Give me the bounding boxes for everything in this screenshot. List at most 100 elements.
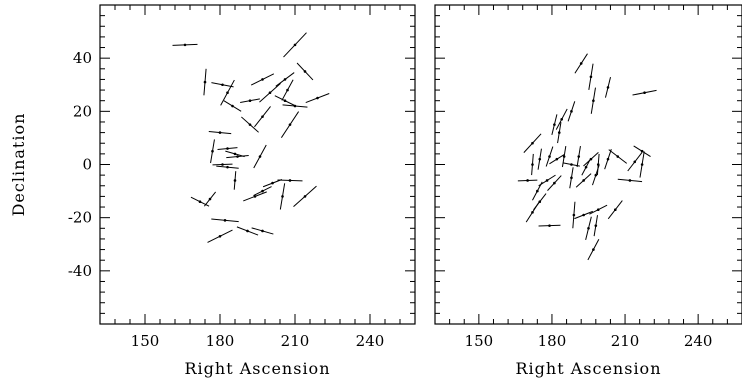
- vector-center-point: [316, 96, 319, 100]
- vector-center-point: [221, 83, 224, 87]
- vector-center-point: [293, 43, 297, 47]
- vector-center-point: [553, 181, 556, 185]
- vector-center-point: [286, 88, 289, 92]
- vector-center-point: [231, 104, 234, 108]
- x-tick-label: 210: [281, 332, 310, 350]
- vector-center-point: [633, 160, 637, 164]
- vector-center-point: [221, 163, 224, 166]
- y-tick-label: 0: [82, 156, 92, 174]
- vector-center-point: [223, 219, 227, 222]
- x-tick-label: 150: [131, 332, 160, 350]
- vector-center-point: [261, 115, 264, 118]
- x-tick-label: 180: [206, 332, 235, 350]
- vector-center-point: [261, 189, 264, 193]
- right-panel-y-ticks: [435, 4, 742, 325]
- vector-center-point: [303, 70, 307, 73]
- vector-center-point: [226, 91, 229, 95]
- left-panel-vectors: [172, 32, 330, 243]
- vector-center-point: [218, 131, 222, 134]
- left-panel: 150 180 210 240 -40 -20 0 20 40 Right Ascension…: [9, 4, 416, 378]
- vector-center-point: [283, 78, 287, 81]
- vector-center-point: [531, 163, 534, 166]
- vector-center-point: [538, 200, 542, 204]
- vector-center-point: [570, 176, 573, 180]
- vector-center-point: [233, 179, 237, 182]
- vector-center-point: [538, 157, 542, 161]
- vector-center-point: [582, 179, 585, 182]
- vector-center-point: [271, 181, 274, 185]
- vector-center-point: [582, 213, 585, 217]
- vector-center-point: [261, 229, 264, 233]
- vector-center-point: [526, 179, 529, 182]
- vector-center-point: [233, 152, 237, 156]
- right-panel-vectors: [517, 53, 657, 261]
- vector-center-point: [640, 163, 644, 166]
- vector-center-point: [579, 62, 583, 65]
- right-panel-frame: [434, 4, 742, 325]
- vector-center-point: [268, 91, 272, 95]
- vector-center-point: [183, 43, 187, 47]
- vector-center-point: [614, 208, 617, 211]
- vector-center-point: [589, 75, 593, 79]
- vector-center-point: [596, 208, 600, 211]
- vector-center-point: [577, 155, 581, 158]
- vector-center-point: [584, 165, 588, 169]
- left-panel-x-axis-label: Right Ascension: [185, 359, 331, 378]
- right-panel-x-ticks: 150 180 210 240: [434, 5, 742, 350]
- vector-center-point: [203, 80, 207, 84]
- vector-center-point: [628, 179, 632, 182]
- vector-center-point: [570, 110, 573, 113]
- vector-center-point: [248, 99, 252, 102]
- vector-center-point: [643, 91, 646, 95]
- y-tick-label: -20: [68, 209, 92, 227]
- vector-center-point: [553, 123, 556, 126]
- vector-center-point: [592, 248, 595, 251]
- right-panel: 150 180 210 240 Right Ascension: [434, 4, 742, 378]
- left-panel-y-ticks: -40 -20 0 20 40: [68, 4, 415, 325]
- vector-center-point: [531, 141, 534, 145]
- x-tick-label: 210: [611, 332, 640, 350]
- vector-center-point: [594, 173, 598, 177]
- vector-center-point: [594, 224, 598, 227]
- vector-center-point: [587, 227, 590, 230]
- vector-center-point: [606, 157, 610, 161]
- vector-center-point: [211, 149, 214, 153]
- y-tick-label: 20: [73, 102, 92, 120]
- vector-center-point: [555, 157, 559, 161]
- vector-center-point: [288, 179, 292, 182]
- vector-center-point: [557, 131, 561, 134]
- vector-center-point: [226, 147, 229, 150]
- x-tick-label: 240: [684, 332, 713, 350]
- y-tick-label: 40: [73, 49, 92, 67]
- vector-center-point: [303, 195, 307, 198]
- vector-center-point: [548, 224, 551, 227]
- vector-center-point: [572, 213, 576, 217]
- vector-center-point: [545, 179, 549, 182]
- vector-center-point: [281, 195, 284, 198]
- vector-center-point: [283, 99, 287, 102]
- left-panel-y-axis-label: Declination: [9, 113, 28, 217]
- vector-center-point: [562, 155, 566, 158]
- x-tick-label: 150: [465, 332, 494, 350]
- vector-center-point: [248, 123, 252, 126]
- vector-center-point: [548, 155, 551, 158]
- left-panel-frame: [99, 4, 416, 325]
- left-panel-x-ticks: 150 180 210 240: [99, 5, 416, 350]
- vector-center-point: [208, 197, 212, 201]
- vector-center-point: [589, 157, 593, 161]
- vector-center-point: [570, 163, 573, 166]
- vector-center-point: [198, 200, 202, 204]
- right-panel-x-axis-label: Right Ascension: [516, 359, 662, 378]
- x-tick-label: 180: [538, 332, 567, 350]
- vector-center-point: [531, 211, 534, 214]
- vector-center-point: [246, 229, 249, 233]
- vector-center-point: [236, 155, 239, 158]
- vector-center-point: [592, 99, 595, 102]
- vector-center-point: [288, 123, 292, 126]
- y-tick-label: -40: [68, 262, 92, 280]
- vector-center-point: [226, 165, 229, 169]
- vector-center-point: [218, 234, 222, 238]
- vector-center-point: [606, 86, 610, 89]
- vector-center-point: [616, 155, 620, 158]
